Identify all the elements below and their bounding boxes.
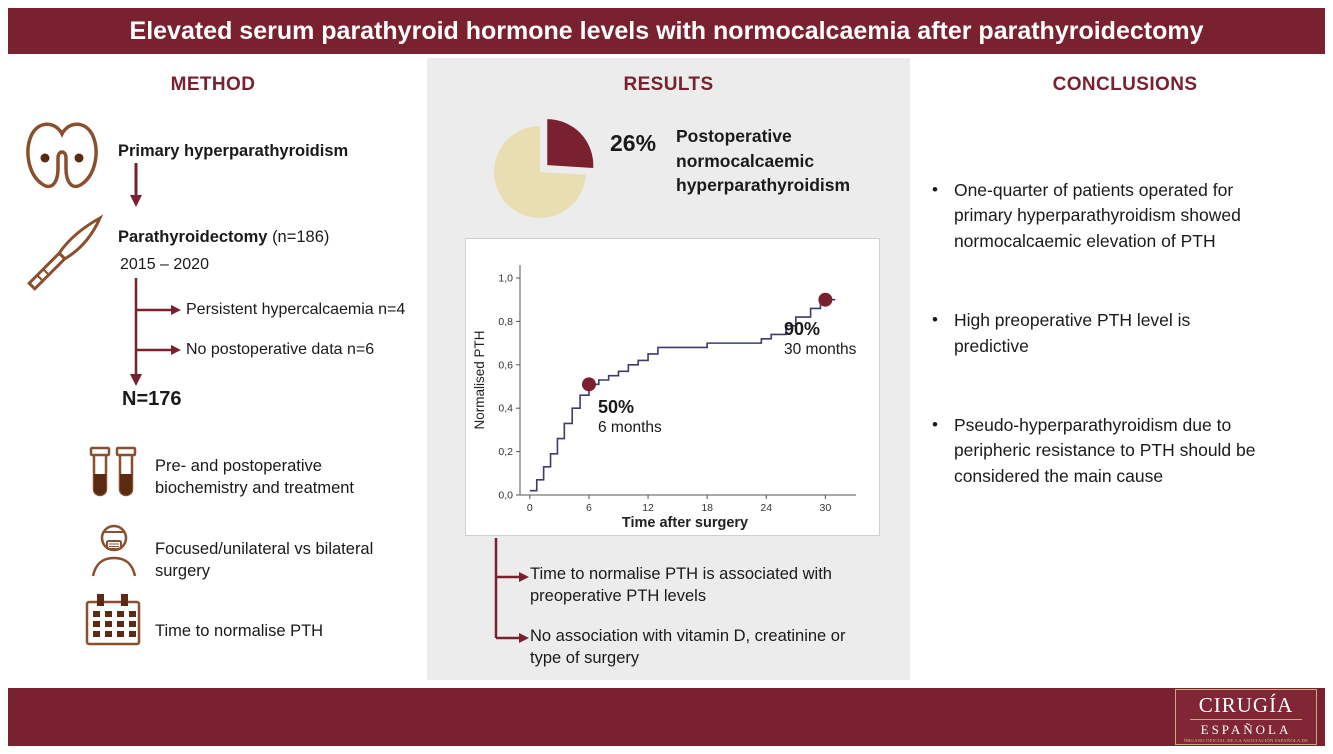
flow-arrow-down-icon [130,163,142,207]
conclusion-text: One-quarter of patients operated for pri… [953,180,1241,251]
bullet-icon: • [932,310,938,330]
annotation-50-sub: 6 months [598,418,662,436]
pie-caption: Postoperative normocalcaemic hyperparath… [676,126,851,195]
calendar-icon [85,594,141,646]
journal-subtitle: ÓRGANO OFICIAL DE LA ASOCIACIÓN ESPAÑOLA… [1183,738,1309,744]
primary-hpt-label: Primary hyperparathyroidism [118,142,349,160]
bullet-icon: • [932,414,938,434]
pie-chart [494,119,594,218]
conclusions-heading: CONCLUSIONS [1052,74,1198,95]
journal-name-line1: CIRUGÍA [1198,693,1294,717]
study-years: 2015 – 2020 [120,256,209,273]
svg-text:0,8: 0,8 [498,316,513,328]
conclusion-text: High preoperative PTH level is predictiv… [953,310,1191,356]
scalpel-icon [27,214,104,291]
results-heading: RESULTS [623,74,714,95]
annotation-50-label: 50% [598,397,635,417]
svg-text:12: 12 [642,502,654,514]
surgery-item-label: Focused/unilateral vs bilateral surgery [155,540,374,581]
exclusion-persistent-hypercalcaemia: Persistent hypercalcaemia n=4 [186,301,406,318]
parathyroidectomy-n: (n=186) [272,228,330,246]
svg-text:18: 18 [701,502,713,514]
annotation-50: 50% 6 months [598,397,708,437]
journal-name-line2: ESPAÑOLA [1200,722,1292,738]
footer-bar: CIRUGÍA ESPAÑOLA ÓRGANO OFICIAL DE LA AS… [8,688,1325,746]
method-heading: METHOD [170,74,256,95]
pie-percentage-label: 26% [610,130,657,156]
annotation-90: 90% 30 months [784,319,894,359]
svg-text:0,2: 0,2 [498,446,513,458]
svg-text:0,4: 0,4 [498,403,513,415]
header-bar: Elevated serum parathyroid hormone level… [8,8,1325,54]
parathyroidectomy-label: Parathyroidectomy (n=186) [118,226,438,248]
surgeon-icon [91,524,137,577]
km-xlabel: Time after surgery [622,515,748,531]
logo-rule [1190,719,1302,721]
svg-text:24: 24 [760,502,772,514]
parathyroidectomy-bold: Parathyroidectomy [118,228,268,246]
notes-elbow-icon [494,538,529,643]
svg-text:0,6: 0,6 [498,359,513,371]
cohort-size-label: N=176 [122,388,182,410]
test-tubes-icon [89,446,137,497]
conclusion-item: • High preoperative PTH level is predict… [932,308,1304,359]
svg-text:30: 30 [820,502,832,514]
exclusion-no-postop-data: No postoperative data n=6 [186,341,375,358]
bullet-icon: • [932,180,938,199]
page-title: Elevated serum parathyroid hormone level… [129,16,1204,45]
annotation-90-label: 90% [784,319,821,339]
pth-time-item-label: Time to normalise PTH [155,622,324,640]
note-time-to-normalise: Time to normalise PTH is associated with… [530,565,832,606]
thyroid-icon [26,122,98,189]
flow-branches-icon [130,278,181,386]
conclusion-item: • Pseudo-hyperparathyroidism due to peri… [932,413,1304,489]
km-chart: Normalised PTH Time after surgery 0,0 0,2… [472,265,856,531]
conclusion-item: • One-quarter of patients operated for p… [932,178,1304,254]
svg-text:1,0: 1,0 [498,273,513,285]
annotation-90-sub: 30 months [784,340,857,358]
journal-logo: CIRUGÍA ESPAÑOLA ÓRGANO OFICIAL DE LA AS… [1175,689,1317,745]
km-ylabel: Normalised PTH [472,330,487,429]
conclusion-text: Pseudo-hyperparathyroidism due to periph… [953,414,1256,486]
conclusions-list: • One-quarter of patients operated for p… [932,178,1304,543]
svg-text:0: 0 [527,502,533,514]
km-chart-box: Normalised PTH Time after surgery 0,0 0,2… [465,238,880,536]
svg-text:6: 6 [586,502,592,514]
biochemistry-item-label: Pre- and postoperative biochemistry and … [155,457,355,498]
svg-text:0,0: 0,0 [498,490,513,502]
note-no-association: No association with vitamin D, creatinin… [530,627,846,668]
